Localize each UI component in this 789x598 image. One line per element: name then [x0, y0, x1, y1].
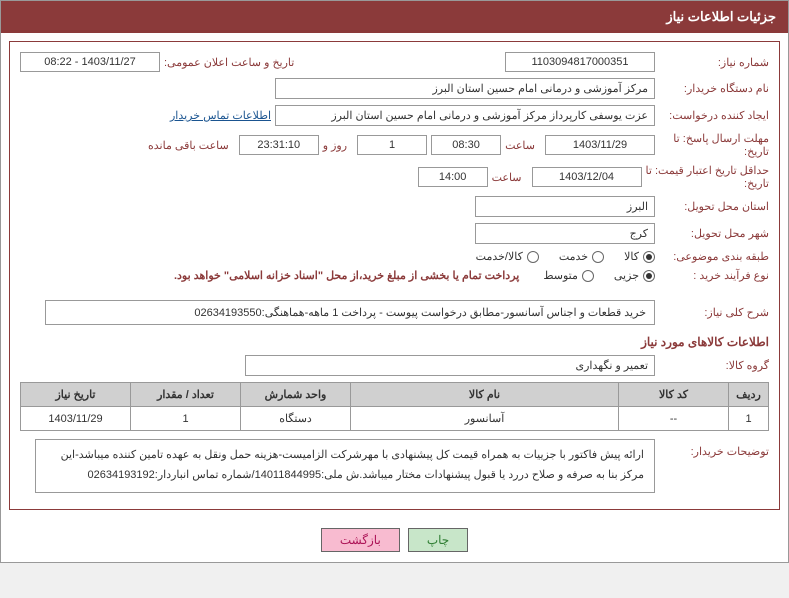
- radio-icon[interactable]: [643, 270, 655, 282]
- validity-label: حداقل تاریخ اعتبار قیمت: تا تاریخ:: [646, 164, 769, 190]
- province-label: استان محل تحویل:: [659, 200, 769, 213]
- table-cell: 1: [131, 407, 241, 431]
- radio-label: جزیی: [614, 269, 639, 282]
- buyer-notes-value: ارائه پیش فاکتور با جزییات به همراه قیمت…: [35, 439, 655, 493]
- process-type-option[interactable]: جزیی: [614, 269, 655, 282]
- deadline-time-label: ساعت: [505, 139, 535, 152]
- items-table: ردیفکد کالانام کالاواحد شمارشتعداد / مقد…: [20, 382, 769, 431]
- table-cell: 1: [729, 407, 769, 431]
- need-number-value: 1103094817000351: [505, 52, 655, 72]
- process-type-radio-group: جزیی متوسط: [543, 269, 655, 282]
- table-cell: آسانسور: [351, 407, 619, 431]
- radio-label: کالا/خدمت: [476, 250, 523, 263]
- deadline-days: 1: [357, 135, 427, 155]
- group-value: تعمیر و نگهداری: [245, 355, 655, 376]
- table-header: واحد شمارش: [241, 383, 351, 407]
- radio-label: خدمت: [559, 250, 588, 263]
- items-section-title: اطلاعات کالاهای مورد نیاز: [20, 335, 769, 349]
- page-title: جزئیات اطلاعات نیاز: [1, 1, 788, 33]
- announce-date-value: 1403/11/27 - 08:22: [20, 52, 160, 72]
- validity-time-label: ساعت: [492, 171, 522, 184]
- general-desc-label: شرح کلی نیاز:: [659, 306, 769, 319]
- table-header: ردیف: [729, 383, 769, 407]
- validity-date: 1403/12/04: [532, 167, 642, 187]
- province-value: البرز: [475, 196, 655, 217]
- deadline-remain-label: ساعت باقی مانده: [148, 139, 229, 152]
- table-header: کد کالا: [619, 383, 729, 407]
- buyer-org-label: نام دستگاه خریدار:: [659, 82, 769, 95]
- radio-icon[interactable]: [592, 251, 604, 263]
- need-number-label: شماره نیاز:: [659, 56, 769, 69]
- details-panel: شماره نیاز: 1103094817000351 تاریخ و ساع…: [9, 41, 780, 510]
- city-value: کرج: [475, 223, 655, 244]
- process-note: پرداخت تمام یا بخشی از مبلغ خرید،از محل …: [174, 269, 519, 282]
- radio-label: متوسط: [543, 269, 578, 282]
- action-bar: چاپ بازگشت: [1, 518, 788, 562]
- back-button[interactable]: بازگشت: [321, 528, 400, 552]
- deadline-label: مهلت ارسال پاسخ: تا تاریخ:: [659, 132, 769, 158]
- table-cell: 1403/11/29: [21, 407, 131, 431]
- table-cell: دستگاه: [241, 407, 351, 431]
- category-option[interactable]: کالا: [624, 250, 655, 263]
- requester-value: عزت یوسفی کارپرداز مرکز آموزشی و درمانی …: [275, 105, 655, 126]
- deadline-time: 08:30: [431, 135, 501, 155]
- group-label: گروه کالا:: [659, 359, 769, 372]
- deadline-countdown: 23:31:10: [239, 135, 319, 155]
- category-option[interactable]: خدمت: [559, 250, 604, 263]
- table-header: تاریخ نیاز: [21, 383, 131, 407]
- general-desc-value: خرید قطعات و اجناس آسانسور-مطابق درخواست…: [45, 300, 655, 325]
- table-row: 1--آسانسوردستگاه11403/11/29: [21, 407, 769, 431]
- deadline-date: 1403/11/29: [545, 135, 655, 155]
- validity-time: 14:00: [418, 167, 488, 187]
- announce-date-label: تاریخ و ساعت اعلان عمومی:: [164, 56, 294, 69]
- requester-label: ایجاد کننده درخواست:: [659, 109, 769, 122]
- category-radio-group: کالا خدمت کالا/خدمت: [476, 250, 655, 263]
- buyer-notes-label: توضیحات خریدار:: [659, 439, 769, 458]
- table-cell: --: [619, 407, 729, 431]
- category-label: طبقه بندی موضوعی:: [659, 250, 769, 263]
- category-option[interactable]: کالا/خدمت: [476, 250, 539, 263]
- buyer-contact-link[interactable]: اطلاعات تماس خریدار: [170, 109, 271, 122]
- table-header: تعداد / مقدار: [131, 383, 241, 407]
- deadline-days-and: روز و: [323, 139, 347, 152]
- buyer-org-value: مرکز آموزشی و درمانی امام حسین استان الب…: [275, 78, 655, 99]
- radio-icon[interactable]: [582, 270, 594, 282]
- print-button[interactable]: چاپ: [408, 528, 468, 552]
- radio-icon[interactable]: [527, 251, 539, 263]
- table-header: نام کالا: [351, 383, 619, 407]
- radio-label: کالا: [624, 250, 639, 263]
- process-type-option[interactable]: متوسط: [543, 269, 594, 282]
- process-type-label: نوع فرآیند خرید :: [659, 269, 769, 282]
- radio-icon[interactable]: [643, 251, 655, 263]
- city-label: شهر محل تحویل:: [659, 227, 769, 240]
